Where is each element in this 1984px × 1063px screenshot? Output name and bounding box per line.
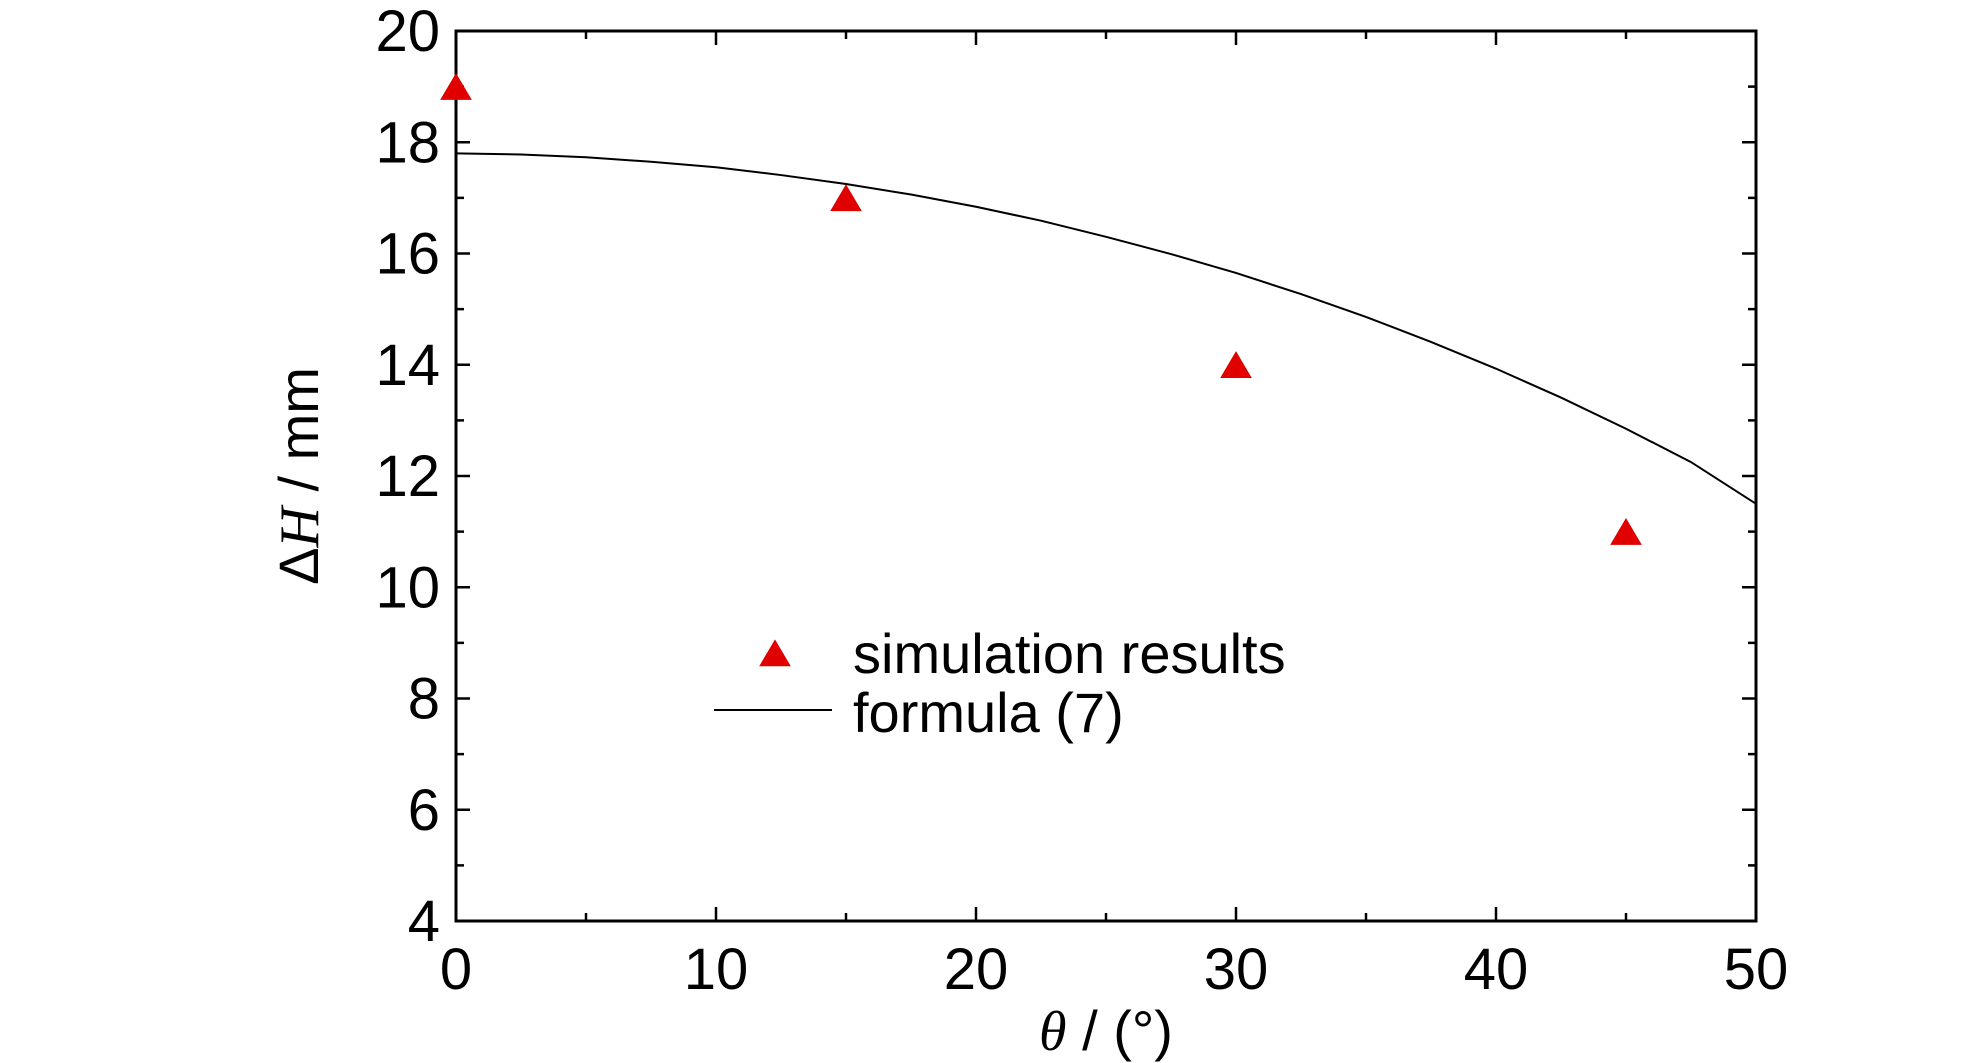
tick-marks <box>454 29 1758 923</box>
x-tick-label: 40 <box>1464 937 1529 1002</box>
y-tick-label: 18 <box>375 110 440 175</box>
x-tick-label: 50 <box>1724 937 1789 1002</box>
plot-area-frame <box>454 29 1758 923</box>
y-tick-label: 4 <box>408 889 440 954</box>
y-tick-label: 20 <box>375 0 440 64</box>
y-axis-symbol: H <box>269 505 331 549</box>
legend-label-simulation: simulation results <box>853 622 1286 685</box>
x-tick-label: 10 <box>684 937 749 1002</box>
y-axis-title: ΔH / mm <box>267 367 331 585</box>
y-tick-labels: 4 6 8 10 12 14 16 18 20 <box>375 0 440 954</box>
legend-label-formula: formula (7) <box>853 681 1124 744</box>
y-tick-label: 14 <box>375 333 440 398</box>
x-axis-title: θ / (°) <box>1039 999 1173 1063</box>
y-tick-label: 8 <box>408 667 440 732</box>
y-tick-label: 6 <box>408 778 440 843</box>
series-layer <box>440 72 1757 545</box>
x-tick-label: 20 <box>944 937 1009 1002</box>
y-tick-label: 16 <box>375 222 440 287</box>
x-tick-labels: 0 10 20 30 40 50 <box>440 937 1788 1002</box>
x-tick-label: 30 <box>1204 937 1269 1002</box>
y-tick-label: 10 <box>375 555 440 620</box>
y-tick-label: 12 <box>375 444 440 509</box>
data-point-triangle <box>1220 351 1252 378</box>
series-line-formula <box>455 152 1757 505</box>
legend: simulation results formula (7) <box>714 622 1286 744</box>
data-point-triangle <box>440 72 472 100</box>
y-axis-delta: Δ <box>267 548 330 585</box>
x-tick-label: 0 <box>440 937 472 1002</box>
x-axis-unit: / (°) <box>1067 999 1173 1062</box>
x-axis-symbol: θ <box>1039 1001 1067 1063</box>
legend-marker-triangle-icon <box>759 639 791 667</box>
data-point-triangle <box>830 184 862 212</box>
data-point-triangle <box>1610 517 1642 545</box>
y-axis-unit: / mm <box>267 367 330 507</box>
